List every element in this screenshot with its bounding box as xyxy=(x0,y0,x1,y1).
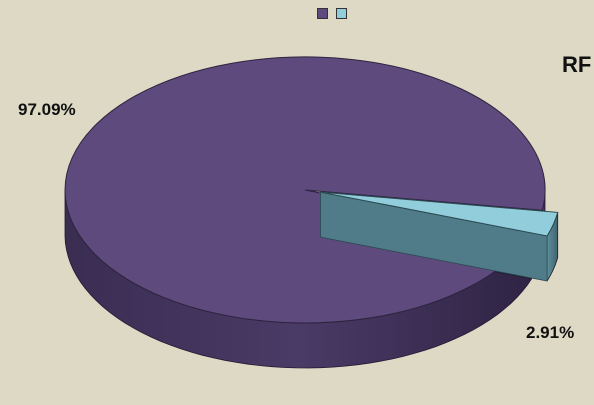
data-label-slice-2: 2.91% xyxy=(526,323,575,342)
data-label-slice-1: 97.09% xyxy=(18,100,76,119)
chart-title: RF xyxy=(562,52,592,77)
pie-slice-2 xyxy=(320,191,559,237)
legend xyxy=(317,8,347,19)
pie-slice-1 xyxy=(64,56,546,324)
legend-swatch-series-2 xyxy=(336,8,347,19)
legend-swatch-series-1 xyxy=(317,8,328,19)
